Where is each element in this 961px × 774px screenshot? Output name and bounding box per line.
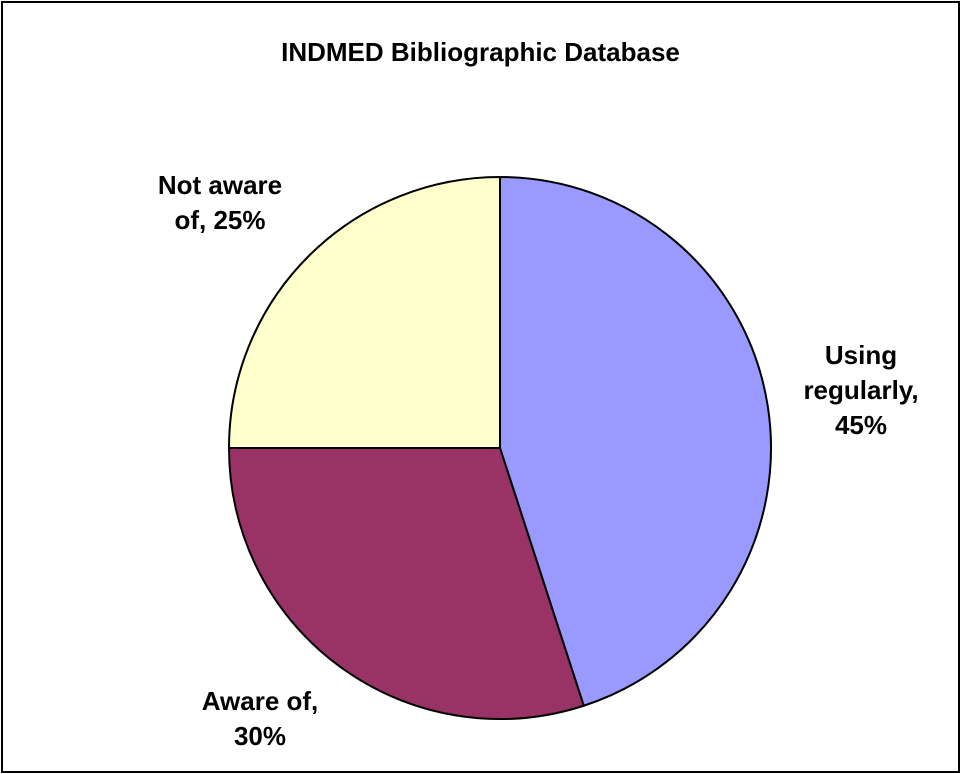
slice-label-using-regularly: Using regularly, 45% xyxy=(781,338,941,443)
slice-label-line: Using xyxy=(824,340,898,370)
slice-label-line: Not aware xyxy=(157,170,283,200)
pie-slice-aware-of xyxy=(228,447,585,720)
slice-label-line: of, 25% xyxy=(174,205,266,235)
pie-slice-using-regularly xyxy=(499,176,773,707)
slice-label-line: 30% xyxy=(233,721,287,751)
slice-label-line: regularly, xyxy=(803,375,919,405)
slice-label-not-aware-of: Not aware of, 25% xyxy=(130,168,310,238)
slice-label-aware-of: Aware of, 30% xyxy=(180,684,340,754)
slice-label-line: 45% xyxy=(834,410,888,440)
slice-label-line: Aware of, xyxy=(201,686,319,716)
chart-title: INDMED Bibliographic Database xyxy=(281,37,680,67)
pie-slice-not-aware-of xyxy=(228,176,501,449)
